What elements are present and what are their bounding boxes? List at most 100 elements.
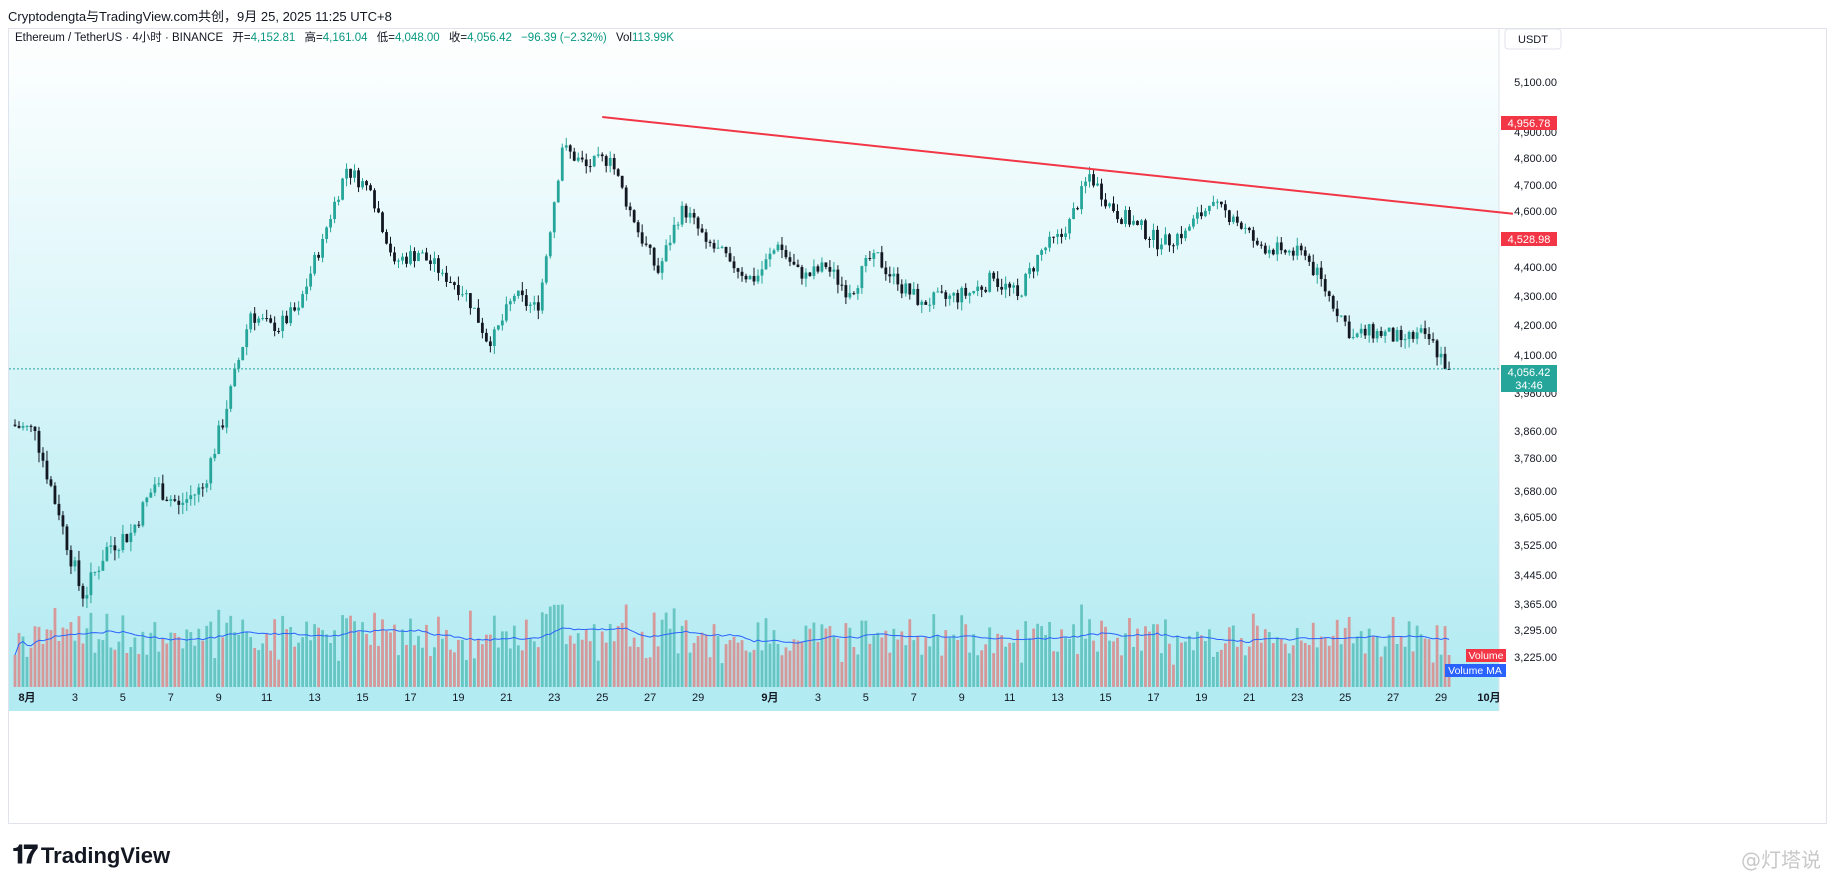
candle-body [728, 253, 732, 262]
candle-body [1056, 233, 1059, 237]
candle-body [660, 261, 664, 273]
volume-bar [1303, 642, 1307, 687]
volume-bar [1060, 629, 1063, 687]
tradingview-logo[interactable]: 𝟏𝟕 TradingView [12, 840, 170, 871]
candle-body [201, 487, 205, 489]
volume-bar [676, 653, 680, 687]
volume-bar [253, 648, 257, 687]
volume-bar [149, 632, 153, 687]
volume-bar [1279, 639, 1283, 687]
candle-body [337, 199, 340, 202]
currency-button[interactable] [1504, 28, 1562, 50]
legend-high: 4,161.04 [323, 32, 368, 44]
volume-bar [1415, 625, 1419, 687]
candle-body [916, 288, 920, 305]
candle-body [1395, 329, 1399, 342]
candle-body [249, 313, 253, 330]
volume-bar [932, 614, 936, 687]
x-tick-label: 9月 [761, 691, 778, 704]
price-chart[interactable]: Ethereum / TetherUS · 4小时 · BINANCE 开=4,… [9, 28, 1826, 823]
candle-body [369, 185, 372, 191]
volume-bar [141, 631, 145, 687]
volume-bar [1339, 644, 1343, 687]
volume-bar [1243, 655, 1247, 687]
candle-body [105, 546, 109, 561]
volume-bar [45, 629, 49, 687]
volume-bar [465, 659, 468, 687]
candle-body [317, 254, 320, 258]
y-tick-label: 3,445.00 [1514, 570, 1557, 582]
volume-bar [217, 609, 221, 687]
volume-bar [552, 604, 556, 687]
candle-body [1387, 327, 1391, 332]
candle-body [644, 243, 648, 245]
candle-body [484, 332, 488, 342]
volume-bar [1395, 643, 1399, 687]
volume-bar [504, 631, 508, 687]
volume-bar [193, 645, 197, 687]
volume-bar [1116, 637, 1119, 687]
candle-body [1263, 245, 1267, 254]
candle-body [908, 283, 912, 295]
candle-body [185, 499, 189, 503]
y-tick-label: 3,605.00 [1514, 512, 1557, 524]
candle-body [696, 217, 700, 229]
candle-body [876, 252, 880, 254]
volume-bar [317, 627, 320, 687]
volume-bar [241, 619, 245, 687]
candle-body [297, 307, 301, 311]
volume-bar [644, 658, 648, 687]
x-tick-label: 27 [1387, 692, 1399, 704]
candle-body [49, 479, 53, 486]
volume-bar [716, 636, 720, 687]
volume-bar [1427, 639, 1431, 687]
volume-bar [684, 620, 688, 687]
volume-bar [1176, 635, 1179, 687]
volume-bar [780, 655, 784, 687]
candle-body [117, 550, 121, 552]
candle-body [1168, 234, 1171, 246]
volume-bar [69, 622, 73, 687]
candle-body [1052, 236, 1055, 238]
y-tick-label: 3,780.00 [1514, 453, 1557, 465]
volume-bar [668, 628, 672, 687]
candle-body [377, 208, 380, 213]
candle-body [109, 545, 113, 547]
volume-bar [1004, 646, 1008, 687]
candle-body [1076, 208, 1079, 210]
volume-bar [1052, 651, 1055, 687]
candle-body [401, 256, 404, 261]
candle-body [57, 503, 61, 516]
candle-body [672, 224, 676, 243]
candle-body [800, 267, 804, 279]
volume-bar [868, 643, 872, 687]
volume-bar [772, 630, 776, 687]
candle-body [724, 246, 728, 254]
badge-level-high [1501, 116, 1557, 130]
candle-body [293, 307, 297, 311]
candle-body [1343, 315, 1347, 322]
candle-body [25, 425, 29, 427]
volume-bar [876, 632, 880, 687]
volume-bar [964, 624, 968, 687]
volume-bar [948, 637, 952, 687]
candle-body [1315, 267, 1319, 276]
volume-bar [409, 618, 412, 687]
volume-bar [353, 621, 356, 687]
candle-body [77, 560, 81, 586]
candle-body [748, 276, 752, 280]
volume-bar [972, 634, 976, 687]
candle-body [468, 293, 472, 309]
volume-bar [632, 637, 636, 687]
candle-body [600, 154, 604, 157]
volume-bar [520, 650, 524, 687]
volume-bar [508, 648, 512, 687]
y-tick-label: 3,680.00 [1514, 486, 1557, 498]
candle-body [145, 497, 149, 503]
candle-body [956, 292, 960, 303]
candle-body [1303, 250, 1307, 256]
volume-bar [596, 660, 600, 687]
candle-body [572, 151, 576, 161]
candle-body [504, 304, 508, 321]
volume-bar [77, 616, 81, 687]
